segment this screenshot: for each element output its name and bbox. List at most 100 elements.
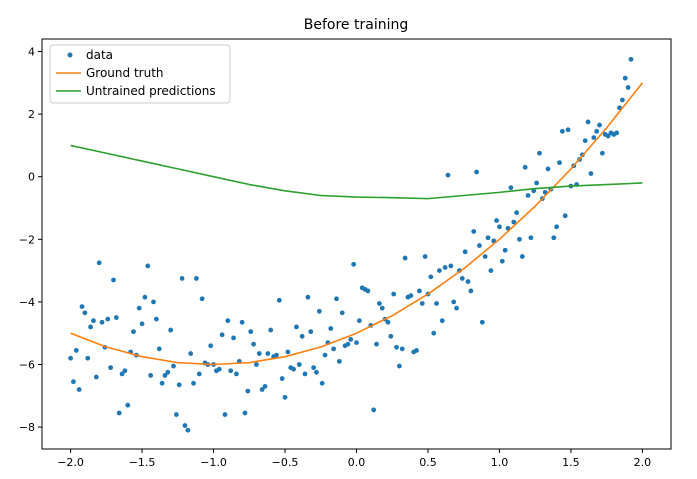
data-point: [559, 128, 565, 134]
data-point: [274, 352, 279, 358]
legend-label-data: data: [86, 48, 113, 62]
data-point: [122, 368, 128, 374]
data-point: [351, 261, 357, 267]
data-point: [379, 305, 385, 311]
series-data: [68, 56, 634, 433]
data-point: [93, 374, 99, 380]
data-point: [334, 296, 339, 302]
data-point: [182, 423, 188, 428]
data-point: [356, 318, 362, 324]
data-point: [499, 258, 505, 264]
data-point: [268, 327, 274, 333]
data-point: [428, 274, 434, 280]
data-point: [279, 376, 285, 381]
data-point: [302, 371, 308, 377]
data-point: [354, 340, 359, 345]
data-point: [99, 319, 105, 325]
data-point: [219, 332, 225, 338]
x-tick-label: −1.5: [129, 456, 156, 469]
data-point: [345, 341, 351, 347]
data-point: [105, 316, 111, 322]
data-point: [554, 224, 560, 230]
data-point: [76, 387, 82, 392]
data-point: [414, 348, 419, 353]
data-point: [225, 318, 231, 324]
data-point: [454, 305, 459, 311]
legend-label-untrained-predictions: Untrained predictions: [86, 84, 216, 98]
data-point: [285, 349, 291, 355]
data-point: [168, 327, 174, 333]
data-point: [228, 368, 234, 374]
data-point: [125, 402, 131, 408]
y-tick-label: −8: [19, 421, 35, 434]
data-point: [116, 410, 122, 416]
data-point: [185, 427, 191, 433]
data-point: [497, 224, 502, 230]
data-point: [265, 351, 271, 356]
data-point: [171, 363, 176, 369]
data-point: [153, 316, 159, 322]
data-point: [585, 119, 591, 125]
data-point: [85, 355, 91, 361]
data-point: [336, 358, 342, 364]
data-point: [519, 254, 525, 259]
data-point: [294, 324, 299, 330]
data-point: [439, 318, 445, 324]
data-point: [314, 369, 319, 375]
data-point: [173, 412, 179, 417]
x-tick-label: 2.0: [634, 456, 652, 469]
data-point: [468, 288, 474, 294]
data-point: [465, 279, 471, 284]
data-point: [145, 263, 151, 269]
x-tick-label: 0.5: [419, 456, 437, 469]
data-point: [605, 133, 611, 139]
data-point: [179, 276, 185, 281]
data-point: [479, 319, 485, 325]
data-point: [437, 268, 442, 274]
data-point: [551, 235, 557, 241]
data-point: [331, 346, 337, 352]
data-point: [296, 362, 302, 367]
data-point: [259, 387, 265, 392]
series-line-ground-truth: [70, 82, 644, 366]
y-tick-label: 0: [28, 171, 35, 184]
data-point: [165, 369, 171, 375]
data-point: [242, 410, 248, 416]
y-tick-label: 4: [28, 46, 35, 59]
data-point: [216, 366, 222, 372]
legend-box: [49, 44, 231, 104]
data-point: [68, 355, 73, 361]
data-point: [176, 382, 182, 388]
x-tick-label: 1.5: [562, 456, 580, 469]
series-layer: [68, 56, 644, 433]
x-tick-label: −1.0: [200, 456, 227, 469]
data-point: [508, 185, 514, 191]
data-point: [262, 384, 268, 389]
data-point: [517, 236, 522, 242]
data-point: [199, 296, 205, 302]
data-point: [88, 324, 94, 330]
data-point: [322, 352, 328, 358]
data-point: [254, 362, 259, 367]
data-point: [305, 294, 311, 300]
data-point: [348, 337, 354, 342]
data-point: [391, 291, 397, 297]
data-point: [113, 315, 119, 320]
y-tick-label: −2: [19, 233, 35, 246]
data-point: [234, 371, 239, 377]
data-point: [139, 321, 145, 327]
data-point: [276, 297, 282, 303]
data-point: [494, 218, 499, 223]
data-point: [196, 371, 202, 377]
data-point: [628, 56, 634, 62]
data-point: [79, 304, 85, 309]
data-point: [622, 75, 628, 81]
data-point: [488, 268, 494, 274]
data-point: [485, 235, 491, 241]
data-point: [394, 344, 399, 350]
data-point: [525, 193, 531, 198]
data-point: [514, 210, 520, 216]
data-point: [588, 171, 594, 176]
data-point: [316, 308, 322, 314]
